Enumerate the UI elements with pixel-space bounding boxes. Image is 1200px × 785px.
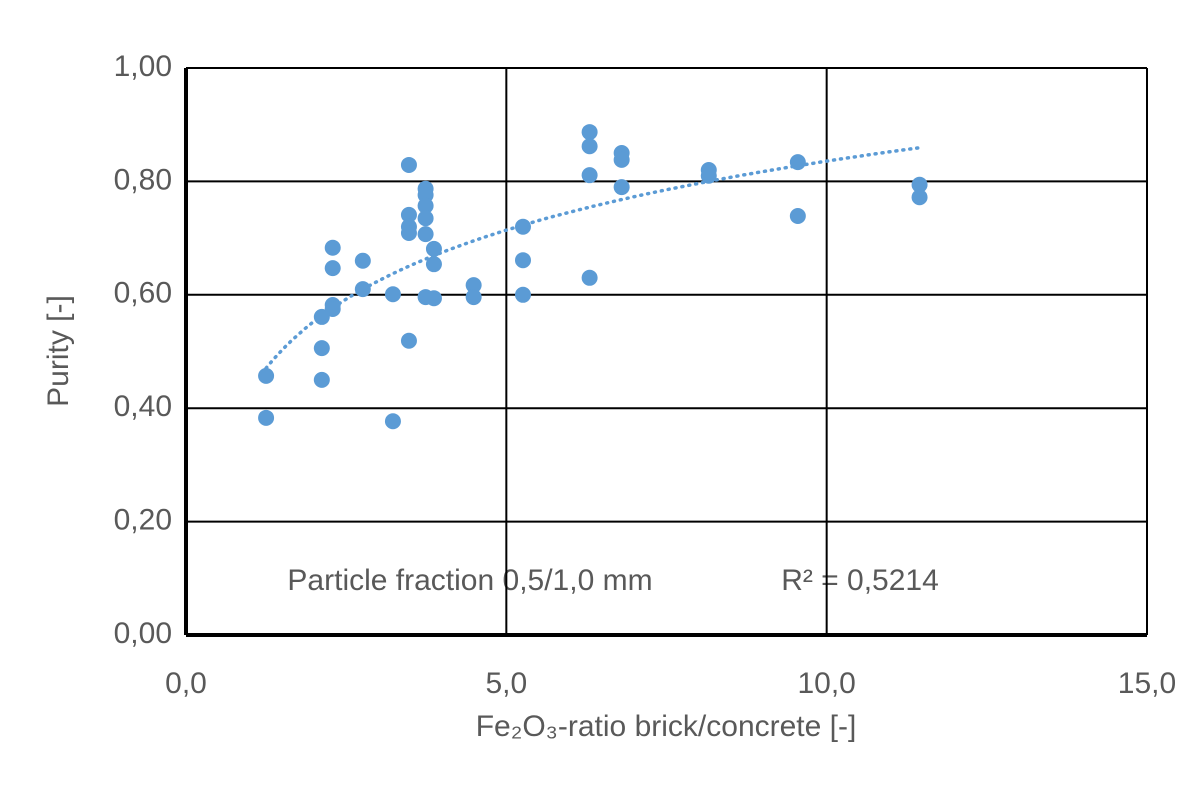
- scatter-point: [789, 154, 806, 171]
- scatter-point: [465, 289, 482, 306]
- scatter-point: [313, 340, 330, 357]
- y-tick-label: 0,20: [114, 504, 172, 537]
- scatter-point: [354, 281, 371, 298]
- y-tick-label: 0,40: [114, 390, 172, 423]
- annotation: R² = 0,5214: [781, 564, 939, 597]
- scatter-point: [581, 138, 598, 155]
- y-tick-label: 0,80: [114, 163, 172, 196]
- x-tick-label: 10,0: [797, 667, 855, 700]
- trendline: [264, 145, 922, 370]
- scatter-point: [417, 210, 434, 227]
- scatter-point: [514, 286, 531, 303]
- scatter-point: [400, 332, 417, 349]
- scatter-point: [324, 260, 341, 277]
- x-axis-label: Fe₂O₃-ratio brick/concrete [-]: [476, 710, 857, 743]
- scatter-point: [911, 176, 928, 193]
- scatter-point: [514, 252, 531, 269]
- scatter-point: [425, 240, 442, 257]
- scatter-point: [417, 197, 434, 214]
- scatter-point: [313, 371, 330, 388]
- annotation: Particle fraction 0,5/1,0 mm: [287, 564, 652, 597]
- scatter-point: [581, 269, 598, 286]
- scatter-point: [400, 206, 417, 223]
- y-tick-label: 1,00: [114, 50, 172, 83]
- y-tick-label: 0,00: [114, 617, 172, 650]
- y-axis-label: Purity [-]: [42, 295, 75, 407]
- scatter-point: [789, 207, 806, 224]
- scatter-point: [258, 367, 275, 384]
- x-tick-label: 15,0: [1118, 667, 1176, 700]
- scatter-point: [425, 290, 442, 307]
- scatter-point: [700, 167, 717, 184]
- scatter-point: [324, 300, 341, 317]
- y-tick-label: 0,60: [114, 277, 172, 310]
- scatter-point: [354, 252, 371, 269]
- scatter-point: [417, 226, 434, 243]
- scatter-point: [400, 224, 417, 241]
- scatter-point: [384, 286, 401, 303]
- scatter-point: [581, 167, 598, 184]
- scatter-point: [425, 256, 442, 273]
- scatter-point: [258, 409, 275, 426]
- scatter-point: [514, 218, 531, 235]
- x-tick-label: 0,0: [165, 667, 207, 700]
- x-tick-label: 5,0: [485, 667, 527, 700]
- scatter-point: [400, 156, 417, 173]
- scatter-point: [384, 413, 401, 430]
- scatter-point: [465, 277, 482, 294]
- scatter-point: [613, 151, 630, 168]
- scatter-point: [911, 189, 928, 206]
- scatter-point: [581, 124, 598, 141]
- scatter-point: [324, 239, 341, 256]
- scatter-point: [613, 179, 630, 196]
